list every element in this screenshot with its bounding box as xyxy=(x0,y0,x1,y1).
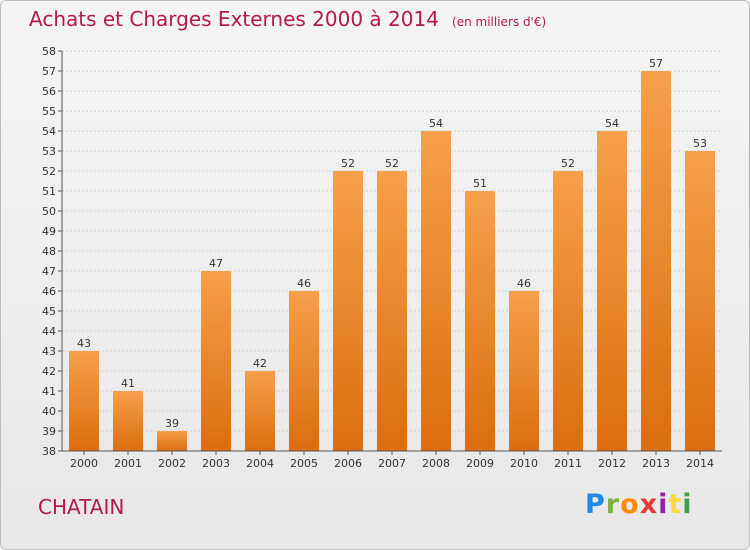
commune-name: CHATAIN xyxy=(38,495,125,519)
data-label-2009: 51 xyxy=(473,177,487,190)
data-label-2011: 52 xyxy=(561,157,575,170)
y-tick-label: 48 xyxy=(42,245,56,258)
data-label-2010: 46 xyxy=(517,277,531,290)
data-label-2002: 39 xyxy=(165,417,179,430)
bar-2009 xyxy=(465,191,495,451)
y-tick-label: 41 xyxy=(42,385,56,398)
bar-2000 xyxy=(69,351,99,451)
y-tick-label: 52 xyxy=(42,165,56,178)
bar-2005 xyxy=(289,291,319,451)
x-tick-label-2003: 2003 xyxy=(202,457,230,470)
x-tick-label-2002: 2002 xyxy=(158,457,186,470)
bar-2004 xyxy=(245,371,275,451)
x-tick-label-2011: 2011 xyxy=(554,457,582,470)
x-tick-label-2009: 2009 xyxy=(466,457,494,470)
logo-letter: i xyxy=(658,489,669,520)
data-label-2007: 52 xyxy=(385,157,399,170)
y-tick-label: 45 xyxy=(42,305,56,318)
chart-title: Achats et Charges Externes 2000 à 2014 xyxy=(29,7,439,31)
x-tick-label-2014: 2014 xyxy=(686,457,714,470)
bar-2011 xyxy=(553,171,583,451)
unit-note: (en milliers d'€) xyxy=(452,15,547,29)
data-label-2000: 43 xyxy=(77,337,91,350)
logo-letter: x xyxy=(639,489,659,520)
x-tick-label-2001: 2001 xyxy=(114,457,142,470)
y-tick-label: 55 xyxy=(42,105,56,118)
logo-letter: o xyxy=(620,489,640,520)
y-tick-label: 54 xyxy=(42,125,56,138)
x-tick-label-2005: 2005 xyxy=(290,457,318,470)
data-label-2014: 53 xyxy=(693,137,707,150)
data-label-2004: 42 xyxy=(253,357,267,370)
y-tick-label: 46 xyxy=(42,285,56,298)
bar-2001 xyxy=(113,391,143,451)
logo-letter: i xyxy=(682,489,693,520)
bar-2012 xyxy=(597,131,627,451)
data-label-2001: 41 xyxy=(121,377,135,390)
bar-2003 xyxy=(201,271,231,451)
logo-letter: P xyxy=(585,489,606,520)
y-tick-label: 38 xyxy=(42,445,56,458)
y-tick-label: 50 xyxy=(42,205,56,218)
bar-2010 xyxy=(509,291,539,451)
x-tick-label-2006: 2006 xyxy=(334,457,362,470)
bar-2007 xyxy=(377,171,407,451)
bars: 43 41 39 47 42 46 52 52 54 51 46 52 54 57 53 xyxy=(69,57,715,451)
data-label-2013: 57 xyxy=(649,57,663,70)
proxiti-logo: Proxiti xyxy=(585,489,693,520)
y-tick-label: 39 xyxy=(42,425,56,438)
x-tick-label-2008: 2008 xyxy=(422,457,450,470)
y-tick-label: 43 xyxy=(42,345,56,358)
y-tick-label: 53 xyxy=(42,145,56,158)
bar-2014 xyxy=(685,151,715,451)
x-tick-label-2012: 2012 xyxy=(598,457,626,470)
bar-2002 xyxy=(157,431,187,451)
logo-letter: r xyxy=(605,489,621,520)
data-label-2003: 47 xyxy=(209,257,223,270)
x-tick-label-2010: 2010 xyxy=(510,457,538,470)
y-tick-label: 56 xyxy=(42,85,56,98)
y-tick-label: 44 xyxy=(42,325,56,338)
logo-letter: t xyxy=(668,489,683,520)
x-tick-label-2004: 2004 xyxy=(246,457,274,470)
data-label-2006: 52 xyxy=(341,157,355,170)
y-tick-label: 42 xyxy=(42,365,56,378)
y-tick-label: 40 xyxy=(42,405,56,418)
x-tick-label-2007: 2007 xyxy=(378,457,406,470)
chart-title-block: Achats et Charges Externes 2000 à 2014 (… xyxy=(29,7,546,31)
y-tick-label: 58 xyxy=(42,45,56,58)
y-axis: 38 39 40 41 42 43 44 45 46 47 48 49 50 51 52 53 54 55 56 57… xyxy=(42,45,63,458)
y-tick-label: 57 xyxy=(42,65,56,78)
y-tick-label: 51 xyxy=(42,185,56,198)
data-label-2005: 46 xyxy=(297,277,311,290)
data-label-2008: 54 xyxy=(429,117,443,130)
data-label-2012: 54 xyxy=(605,117,619,130)
bar-2008 xyxy=(421,131,451,451)
x-tick-label-2000: 2000 xyxy=(70,457,98,470)
x-axis: 2000 2001 2002 2003 2004 2005 2006 2007 2008 2009… xyxy=(62,450,722,470)
y-tick-label: 47 xyxy=(42,265,56,278)
bar-2013 xyxy=(641,71,671,451)
y-tick-label: 49 xyxy=(42,225,56,238)
x-tick-label-2013: 2013 xyxy=(642,457,670,470)
bar-2006 xyxy=(333,171,363,451)
